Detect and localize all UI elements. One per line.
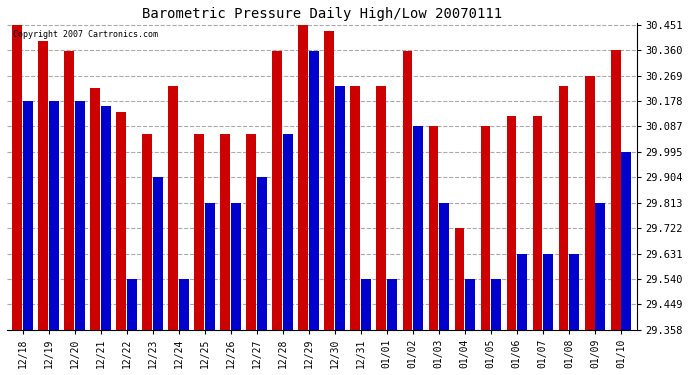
Bar	[168, 86, 178, 330]
Bar	[283, 134, 293, 330]
Bar	[543, 254, 553, 330]
Bar	[127, 279, 137, 330]
Bar	[273, 51, 282, 330]
Bar	[335, 86, 345, 330]
Bar	[195, 134, 204, 330]
Bar	[491, 279, 501, 330]
Bar	[455, 228, 464, 330]
Bar	[64, 51, 75, 330]
Bar	[533, 116, 542, 330]
Bar	[246, 134, 256, 330]
Bar	[231, 203, 241, 330]
Bar	[12, 25, 22, 330]
Bar	[361, 279, 371, 330]
Bar	[480, 126, 491, 330]
Bar	[465, 279, 475, 330]
Bar	[220, 134, 230, 330]
Bar	[153, 177, 163, 330]
Bar	[595, 203, 605, 330]
Bar	[257, 177, 267, 330]
Bar	[117, 112, 126, 330]
Bar	[569, 254, 579, 330]
Bar	[23, 101, 33, 330]
Bar	[584, 76, 595, 330]
Bar	[90, 88, 100, 330]
Bar	[559, 86, 569, 330]
Bar	[49, 101, 59, 330]
Bar	[324, 31, 335, 330]
Bar	[413, 126, 423, 330]
Text: Copyright 2007 Cartronics.com: Copyright 2007 Cartronics.com	[13, 30, 158, 39]
Bar	[387, 279, 397, 330]
Bar	[179, 279, 189, 330]
Bar	[506, 116, 516, 330]
Title: Barometric Pressure Daily High/Low 20070111: Barometric Pressure Daily High/Low 20070…	[141, 7, 502, 21]
Bar	[142, 134, 152, 330]
Bar	[205, 203, 215, 330]
Bar	[351, 86, 360, 330]
Bar	[101, 106, 111, 330]
Bar	[75, 101, 85, 330]
Bar	[402, 51, 413, 330]
Bar	[440, 203, 449, 330]
Bar	[428, 126, 438, 330]
Bar	[299, 25, 308, 330]
Bar	[611, 50, 620, 330]
Bar	[309, 51, 319, 330]
Bar	[621, 152, 631, 330]
Bar	[377, 86, 386, 330]
Bar	[38, 41, 48, 330]
Bar	[518, 254, 527, 330]
